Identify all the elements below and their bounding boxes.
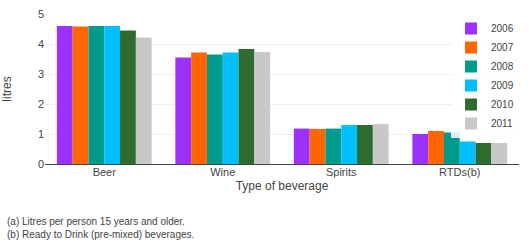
svg-text:Spirits: Spirits [326, 166, 357, 178]
svg-text:(a) Litres per person 15 years: (a) Litres per person 15 years and older… [7, 216, 194, 240]
svg-text:Type of beverage: Type of beverage [236, 179, 329, 193]
svg-text:2: 2 [38, 98, 44, 110]
svg-text:RTDs(b): RTDs(b) [439, 166, 480, 178]
svg-text:2006: 2006 [491, 23, 514, 34]
svg-text:0: 0 [38, 158, 44, 170]
svg-text:4: 4 [38, 38, 44, 50]
svg-text:5: 5 [38, 8, 44, 20]
svg-text:2008: 2008 [491, 61, 514, 72]
svg-text:2007: 2007 [491, 42, 514, 53]
svg-text:2011: 2011 [491, 118, 513, 129]
svg-text:2010: 2010 [491, 99, 514, 110]
svg-text:Beer: Beer [93, 166, 117, 178]
svg-text:2009: 2009 [491, 80, 514, 91]
svg-text:Wine: Wine [210, 166, 235, 178]
svg-text:3: 3 [38, 68, 44, 80]
svg-text:1: 1 [38, 128, 44, 140]
svg-text:litres: litres [0, 76, 14, 101]
